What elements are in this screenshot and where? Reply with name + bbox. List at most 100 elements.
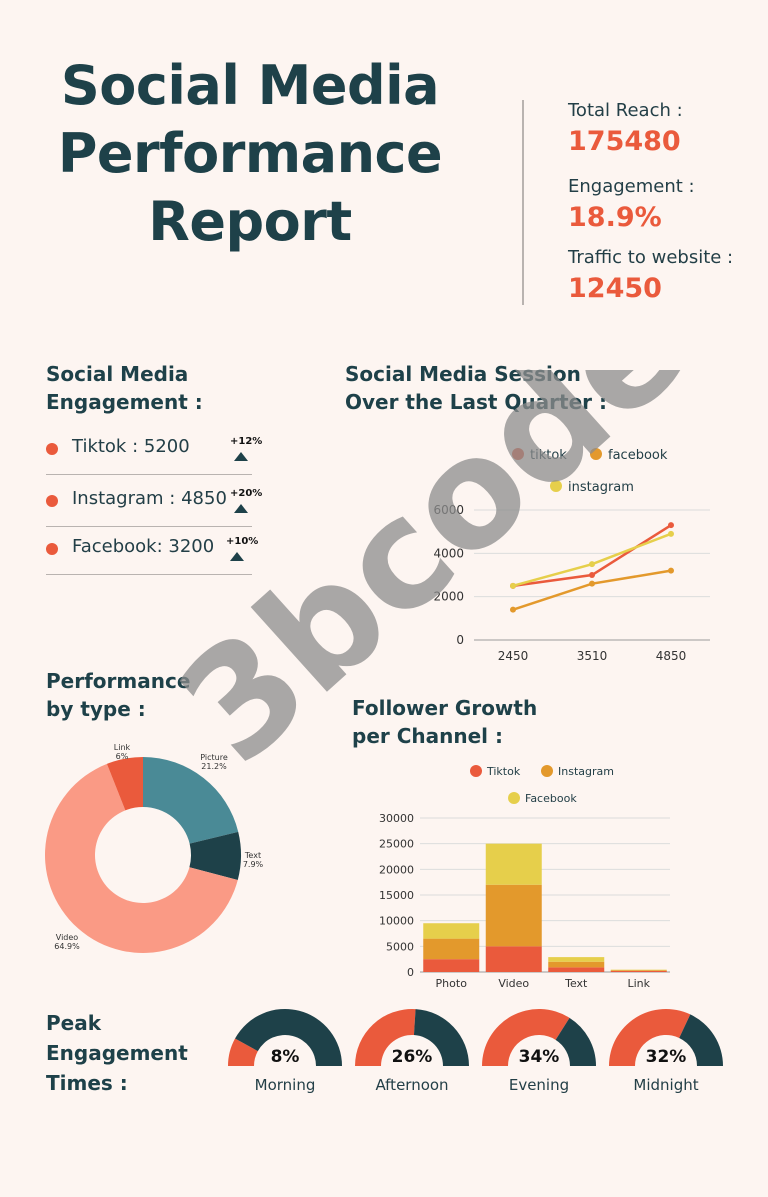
legend-label: tiktok <box>530 448 567 463</box>
donut-slice-picture <box>143 757 239 844</box>
bar-segment-instagram <box>610 970 667 971</box>
gauge-label: Midnight <box>633 1076 699 1094</box>
bullet-dot-icon <box>46 443 58 455</box>
gauge-label: Evening <box>508 1076 570 1094</box>
bar-segment-tiktok <box>548 967 605 972</box>
bar-segment-facebook <box>485 843 542 885</box>
follower-bar-chart: Tiktok Instagram Facebook 0 5000 10000 15000 20… <box>379 765 670 990</box>
gauge-track <box>235 1009 342 1066</box>
x-tick-label: 4850 <box>656 649 687 663</box>
data-point <box>668 567 674 574</box>
session-heading: Social Media Session Over the Last Quart… <box>345 360 607 416</box>
gauge-fill <box>228 1038 258 1066</box>
data-point <box>589 572 595 578</box>
legend-item: Tiktok <box>470 765 521 778</box>
peak-heading-line-1: Peak <box>46 1011 102 1035</box>
session-line-chart: tiktok facebook instagram 0 2000 4000 6000 2450… <box>433 448 710 663</box>
peak-heading-line-2: Engagement <box>46 1041 188 1065</box>
up-arrow-icon <box>230 552 244 561</box>
bar-segment-tiktok <box>610 970 667 972</box>
donut-slice-text <box>189 831 242 880</box>
engagement-row-instagram: Instagram : 4850 +20% <box>46 476 262 527</box>
legend-item: Facebook <box>508 792 577 805</box>
slice-label: Link <box>114 743 131 752</box>
engagement-row-facebook: Facebook: 3200 +10% <box>46 524 258 575</box>
y-tick-label: 0 <box>456 633 464 647</box>
y-tick-label: 6000 <box>433 503 464 517</box>
gauge-morning: 8% Morning <box>220 1000 345 1105</box>
y-tick-label: 20000 <box>379 863 414 876</box>
follower-heading-line-1: Follower Growth <box>352 696 538 720</box>
donut-slice-video <box>44 763 238 953</box>
kpi-reach-label: Total Reach : <box>568 100 683 121</box>
performance-heading-line-2: by type : <box>46 697 146 721</box>
y-tick-label: 10000 <box>379 915 414 928</box>
slice-value: 64.9% <box>54 942 80 951</box>
x-tick-label: 2450 <box>498 649 529 663</box>
peak-heading-line-3: Times : <box>46 1071 128 1095</box>
gauge-afternoon: 26% Afternoon <box>347 1000 472 1105</box>
kpi-engagement-value: 18.9% <box>568 202 662 233</box>
x-tick-label: Video <box>498 977 529 990</box>
y-tick-label: 2000 <box>433 590 464 604</box>
kpi-traffic-value: 12450 <box>568 273 662 304</box>
kpi-divider <box>522 100 524 305</box>
page-title: Social Media Performance Report <box>20 52 480 256</box>
y-tick-label: 15000 <box>379 889 414 902</box>
title-line-1: Social Media <box>60 54 440 117</box>
performance-heading-line-1: Performance <box>46 669 191 693</box>
engagement-change: +20% <box>230 488 263 499</box>
data-point <box>510 582 516 589</box>
data-point <box>510 606 516 613</box>
x-tick-label: Link <box>627 977 650 990</box>
gauge-fill <box>482 1009 570 1066</box>
legend-swatch <box>470 765 482 777</box>
legend-label: Instagram <box>558 765 614 778</box>
legend-swatch <box>590 448 602 460</box>
session-heading-line-1: Social Media Session <box>345 362 581 386</box>
follower-heading-line-2: per Channel : <box>352 724 503 748</box>
gauge-evening: 34% Evening <box>474 1000 599 1105</box>
title-line-3: Report <box>148 190 352 253</box>
gauge-arc: 32% <box>609 1009 723 1067</box>
data-point <box>668 530 674 537</box>
slice-label: Text <box>244 851 261 860</box>
session-heading-line-2: Over the Last Quarter : <box>345 390 607 414</box>
x-tick-label: Photo <box>436 977 468 990</box>
y-tick-label: 5000 <box>386 940 414 953</box>
x-tick-label: 3510 <box>577 649 608 663</box>
engagement-row-tiktok: Tiktok : 5200 +12% <box>46 424 262 475</box>
gauge-track <box>413 1009 469 1066</box>
legend-item: Instagram <box>541 765 614 778</box>
data-point <box>589 561 595 568</box>
engagement-heading-line-2: Engagement : <box>46 390 203 414</box>
y-tick-label: 30000 <box>379 812 414 825</box>
y-tick-label: 25000 <box>379 838 414 851</box>
engagement-label: Instagram : 4850 <box>72 488 227 509</box>
legend-item: tiktok <box>512 448 567 463</box>
bar-segment-instagram <box>485 884 542 947</box>
series-line-instagram <box>512 532 672 588</box>
gauge-label: Afternoon <box>375 1076 449 1094</box>
gauge-value: 8% <box>271 1047 300 1067</box>
legend-label: Tiktok <box>486 765 521 778</box>
slice-value: 21.2% <box>201 762 227 771</box>
up-arrow-icon <box>234 504 248 513</box>
gauge-arc: 26% <box>355 1009 469 1067</box>
bullet-dot-icon <box>46 543 58 555</box>
slice-value: 7.9% <box>243 860 264 869</box>
legend-swatch <box>508 792 520 804</box>
gauge-track <box>679 1014 723 1066</box>
legend-label: instagram <box>568 480 634 495</box>
gauge-label: Morning <box>254 1076 316 1094</box>
bullet-dot-icon <box>46 495 58 507</box>
bar-segment-tiktok <box>423 959 480 972</box>
gauge-value: 32% <box>646 1047 687 1067</box>
bar-segment-facebook <box>548 957 605 962</box>
gauge-fill <box>609 1009 691 1066</box>
y-tick-label: 0 <box>407 966 414 979</box>
gauge-fill <box>355 1009 416 1066</box>
gauge-track <box>555 1017 596 1066</box>
bar-segment-instagram <box>423 938 480 960</box>
gauge-midnight: 32% Midnight <box>601 1000 726 1105</box>
